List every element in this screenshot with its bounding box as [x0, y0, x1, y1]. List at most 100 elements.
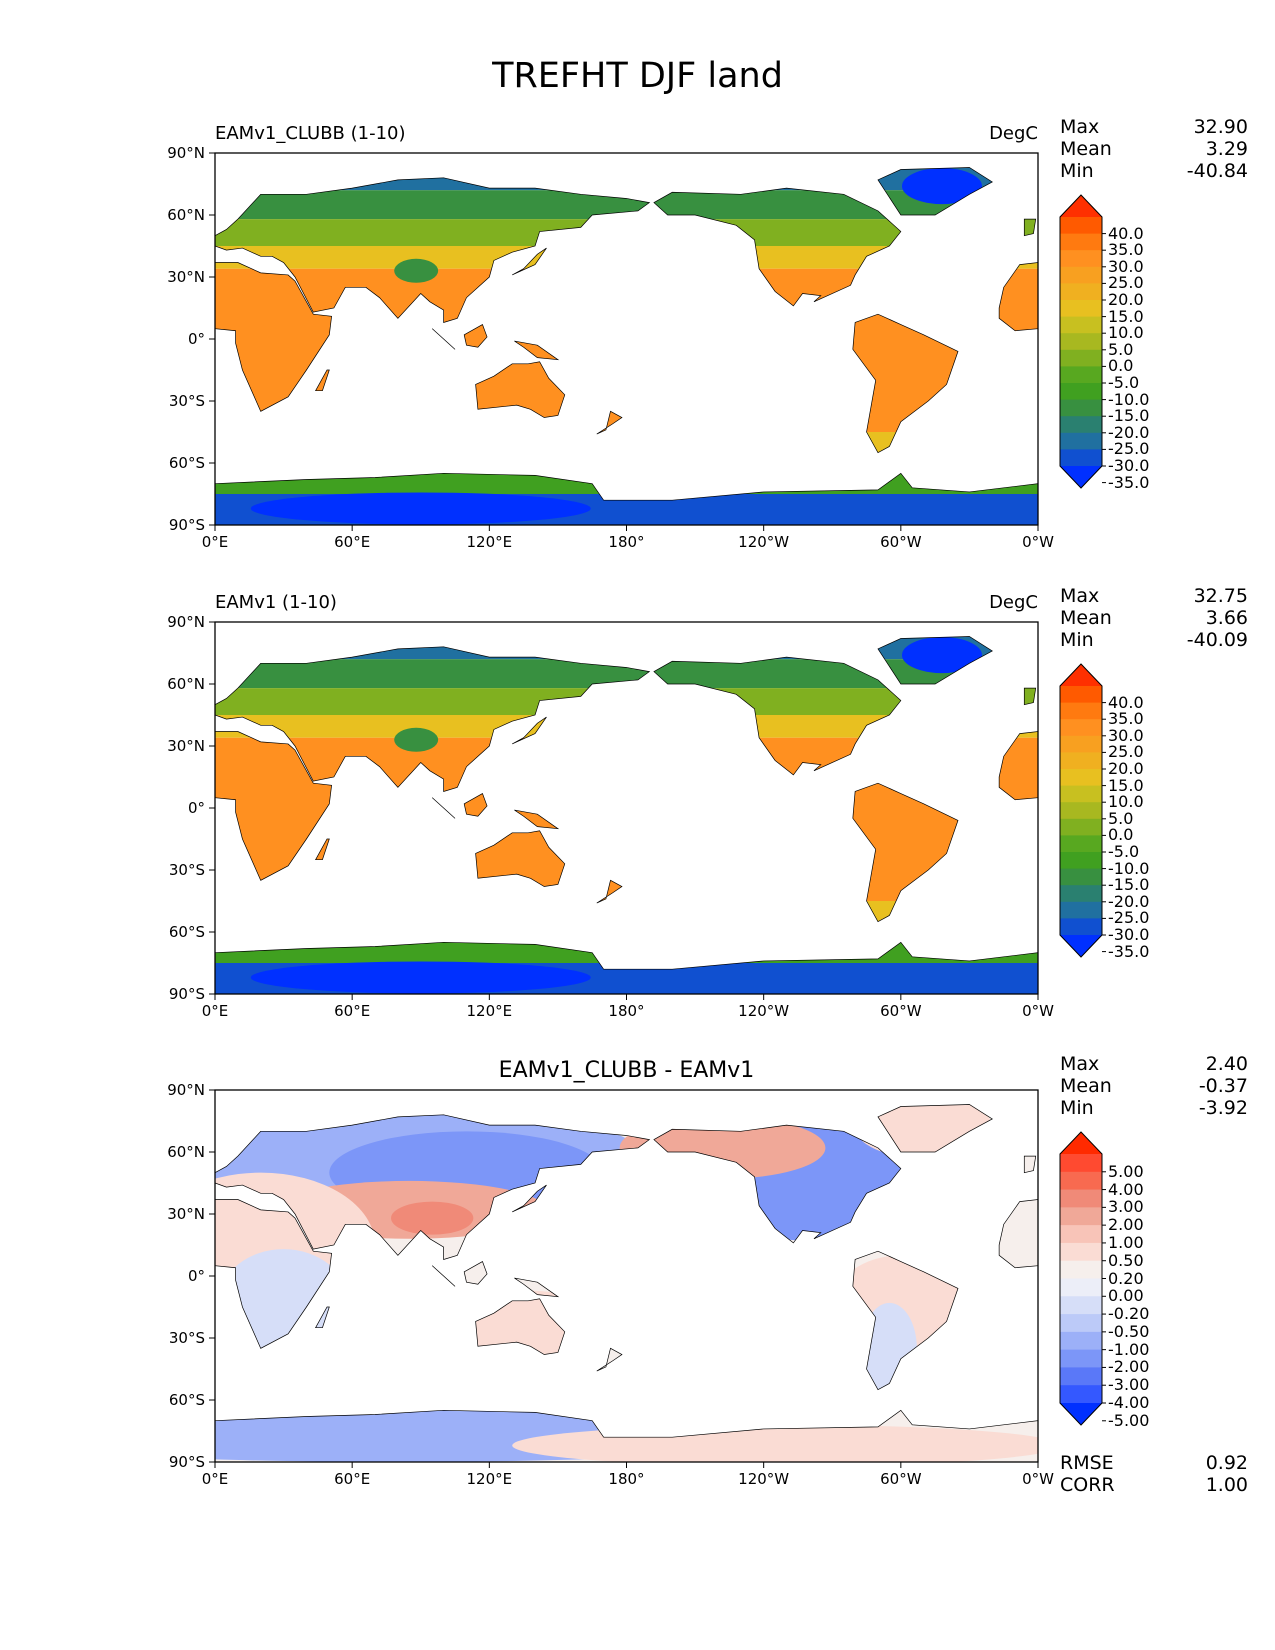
- colorbar-swatch: [1060, 449, 1102, 467]
- lon-tick-label: 0°E: [201, 1002, 229, 1020]
- colorbar-swatch: [1060, 266, 1102, 284]
- lon-tick-label: 180°: [608, 1470, 645, 1488]
- stat-max-value: 2.40: [1205, 1053, 1248, 1075]
- lat-tick-label: 0°: [187, 330, 205, 348]
- colorbar-label: -35.0: [1108, 941, 1150, 961]
- figure-title: TREFHT DJF land: [492, 56, 783, 96]
- colorbar-swatch: [1060, 250, 1102, 268]
- colorbar-swatch: [1060, 316, 1102, 334]
- colorbar-swatch: [1060, 1189, 1102, 1208]
- colorbar-swatch: [1060, 399, 1102, 417]
- colorbar-swatch: [1060, 217, 1102, 235]
- lat-tick-label: 60°N: [167, 206, 205, 224]
- colorbar-label: 15.0: [1108, 775, 1144, 795]
- colorbar-label: 30.0: [1108, 725, 1144, 745]
- colorbar-label: 40.0: [1108, 223, 1144, 243]
- stat-min-value: -3.92: [1198, 1097, 1248, 1119]
- colorbar-label: 25.0: [1108, 273, 1144, 293]
- colorbar-swatch: [1060, 785, 1102, 803]
- colorbar: [1059, 663, 1103, 958]
- colorbar-label: -5.00: [1108, 1410, 1150, 1430]
- colorbar-label: -10.0: [1108, 858, 1150, 878]
- colorbar-swatch: [1060, 1385, 1102, 1404]
- colorbar: [1059, 194, 1103, 489]
- colorbar-label: -25.0: [1108, 439, 1150, 459]
- colorbar-swatch: [1060, 1331, 1102, 1351]
- colorbar-swatch: [1060, 885, 1102, 903]
- lon-tick-label: 120°E: [466, 1470, 513, 1488]
- colorbar-swatch: [1060, 1278, 1102, 1297]
- colorbar-swatch: [1060, 383, 1102, 401]
- colorbar-label: 0.20: [1108, 1268, 1144, 1288]
- colorbar-label: -4.00: [1108, 1393, 1150, 1412]
- stat-mean-value: 3.29: [1205, 138, 1248, 160]
- lon-tick-label: 60°E: [334, 533, 371, 551]
- lon-tick-label: 180°: [608, 1002, 645, 1020]
- colorbar-swatch: [1060, 702, 1102, 720]
- lat-tick-label: 90°S: [168, 516, 205, 534]
- colorbar-swatch: [1060, 719, 1102, 737]
- lon-tick-label: 60°W: [880, 533, 922, 551]
- colorbar-label: 0.50: [1108, 1250, 1144, 1270]
- colorbar-swatch: [1060, 300, 1102, 318]
- colorbar-swatch: [1060, 1242, 1102, 1262]
- lat-tick-label: 60°N: [167, 1143, 205, 1161]
- colorbar-label: -35.0: [1108, 472, 1150, 492]
- stat-mean-label: Mean: [1060, 138, 1112, 160]
- colorbar-label: -15.0: [1108, 406, 1150, 426]
- stat-max-label: Max: [1060, 116, 1100, 138]
- lon-tick-label: 120°W: [738, 1470, 790, 1488]
- colorbar-swatch: [1060, 1154, 1102, 1173]
- stat-max-label: Max: [1060, 585, 1100, 607]
- colorbar-swatch: [1060, 835, 1102, 853]
- lon-tick-label: 120°E: [466, 1002, 513, 1020]
- metric-corr-label: CORR: [1060, 1474, 1115, 1496]
- lat-tick-label: 60°S: [168, 1391, 205, 1409]
- colorbar-swatch: [1060, 1314, 1102, 1333]
- lat-tick-label: 30°N: [167, 268, 205, 286]
- colorbar-label: -15.0: [1108, 875, 1150, 895]
- colorbar-swatch: [1060, 1296, 1102, 1315]
- lon-tick-label: 0°W: [1022, 1470, 1054, 1488]
- colorbar-label: 20.0: [1108, 290, 1144, 309]
- stat-mean-label: Mean: [1060, 1075, 1112, 1097]
- colorbar-label: 0.00: [1108, 1286, 1144, 1306]
- colorbar-label: -5.0: [1108, 842, 1140, 861]
- stat-max-label: Max: [1060, 1053, 1100, 1075]
- colorbar-label: 5.0: [1108, 339, 1134, 359]
- lat-tick-label: 0°: [187, 799, 205, 817]
- lat-tick-label: 0°: [187, 1267, 205, 1285]
- colorbar-label: 20.0: [1108, 759, 1144, 778]
- metric-rmse-value: 0.92: [1205, 1452, 1248, 1474]
- lat-tick-label: 60°S: [168, 454, 205, 472]
- lon-tick-label: 0°W: [1022, 533, 1054, 551]
- colorbar-swatch: [1060, 349, 1102, 367]
- stat-min-value: -40.84: [1186, 160, 1248, 182]
- stat-mean-label: Mean: [1060, 607, 1112, 629]
- lat-tick-label: 90°N: [167, 613, 205, 631]
- colorbar-label: 0.0: [1108, 825, 1134, 845]
- colorbar-label: 5.0: [1108, 808, 1134, 828]
- colorbar-swatch: [1060, 1207, 1102, 1226]
- lat-tick-label: 30°S: [168, 392, 205, 410]
- lon-tick-label: 60°W: [880, 1002, 922, 1020]
- colorbar-label: 35.0: [1108, 240, 1144, 260]
- lon-tick-label: 120°E: [466, 533, 513, 551]
- lon-tick-label: 180°: [608, 533, 645, 551]
- colorbar-label: 4.00: [1108, 1179, 1144, 1199]
- lon-tick-label: 60°E: [334, 1002, 371, 1020]
- colorbar-swatch: [1060, 818, 1102, 836]
- colorbar-swatch: [1060, 686, 1102, 704]
- colorbar-label: -20.0: [1108, 891, 1150, 911]
- colorbar-swatch: [1060, 901, 1102, 919]
- colorbar-label: -30.0: [1108, 456, 1150, 475]
- stat-max-value: 32.90: [1193, 116, 1248, 138]
- units-label: DegC: [989, 592, 1038, 613]
- colorbar: [1059, 1131, 1103, 1426]
- lat-tick-label: 30°S: [168, 861, 205, 879]
- colorbar-label: -1.00: [1108, 1339, 1150, 1359]
- lat-tick-label: 60°N: [167, 675, 205, 693]
- colorbar-swatch: [1060, 868, 1102, 886]
- lat-tick-label: 90°N: [167, 1081, 205, 1099]
